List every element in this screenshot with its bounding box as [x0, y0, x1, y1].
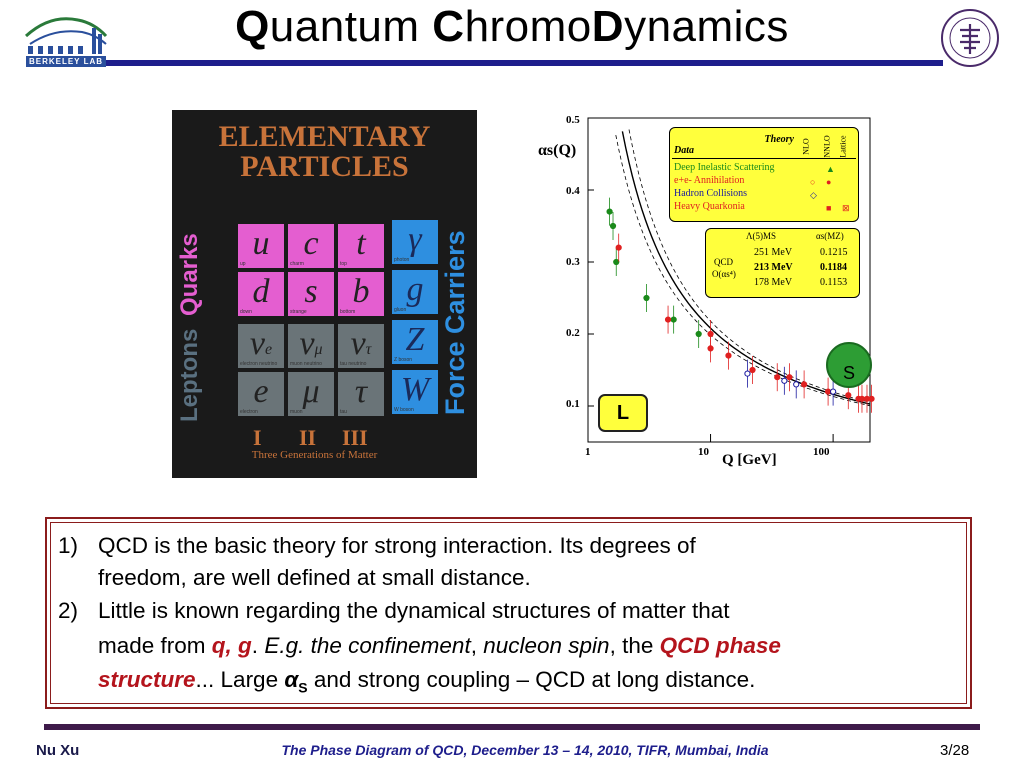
tsinghua-seal-icon: [941, 9, 999, 67]
leptons-label: Leptons: [176, 328, 203, 422]
particle-cell: t top: [338, 224, 384, 268]
berkeley-lab-logo: [24, 17, 108, 54]
particle-cell: τ tau: [338, 372, 384, 416]
data-point: [824, 388, 832, 395]
legend-row: Deep Inelastic Scattering: [674, 162, 775, 173]
legend-marker-icon: ⊠: [842, 203, 850, 213]
legend-row: Heavy Quarkonia: [674, 201, 745, 212]
text-box-outer: [45, 517, 972, 709]
data-point: [725, 352, 732, 359]
list-item-text: freedom, are well defined at small dista…: [98, 565, 531, 590]
x-axis-label: Q [GeV]: [722, 452, 777, 468]
data-point: [845, 392, 852, 399]
long-distance-badge: L: [598, 394, 648, 432]
data-point: [643, 294, 650, 302]
data-point: [858, 395, 866, 402]
qcd-alpha-column: 0.1215 0.1184 0.1153: [820, 247, 848, 288]
qcd-lambda-column: 251 MeV 213 MeV 178 MeV: [754, 247, 793, 288]
data-point: [744, 370, 751, 377]
particle-cell: γ photon: [392, 220, 438, 264]
legend-marker-icon: ●: [826, 177, 832, 187]
data-point: [664, 316, 672, 323]
particle-cell: e electron: [238, 372, 284, 416]
legend-rows: Deep Inelastic Scattering e+e- Annihilat…: [674, 161, 775, 213]
data-point: [749, 366, 756, 374]
legend-row: Hadron Collisions: [674, 188, 748, 199]
data-point: [695, 330, 702, 338]
force-carriers-label: Force Carriers: [440, 230, 470, 416]
data-point: [830, 388, 837, 395]
generation-label: I: [253, 425, 262, 450]
data-point: [606, 208, 613, 215]
data-point: [781, 377, 788, 384]
x-tick-label: 10: [698, 446, 709, 458]
short-distance-badge: S: [826, 342, 872, 388]
chart-legend: Theory Data NLO NNLO Lattice Deep Inelas…: [669, 127, 859, 222]
y-tick-label: 0.5: [566, 114, 580, 126]
list-item-text: Little is known regarding the dynamical …: [98, 598, 730, 623]
legend-row: e+e- Annihilation: [674, 175, 745, 186]
y-tick-label: 0.4: [566, 185, 580, 197]
x-tick-label: 1: [585, 446, 591, 458]
legend-marker-icon: ○: [810, 177, 816, 187]
x-tick-label: 100: [813, 446, 830, 458]
text-box-inner: [50, 522, 967, 704]
theory-curve: [615, 135, 871, 407]
footer-divider: [44, 724, 980, 730]
header-divider: [95, 60, 943, 66]
particle-cell: ντ tau neutrino: [338, 324, 384, 368]
data-point: [707, 345, 714, 352]
generation-label: III: [342, 425, 368, 450]
footer-event: The Phase Diagram of QCD, December 13 – …: [281, 742, 769, 758]
legend-columns: NLO NNLO Lattice: [801, 135, 848, 158]
data-point: [793, 381, 800, 388]
y-axis-label: αs(Q): [538, 142, 577, 159]
list-item-text: made from q, g. E.g. the confinement, nu…: [98, 633, 781, 658]
y-tick-label: 0.1: [566, 398, 580, 410]
particle-cell: νμ muon neutrino: [288, 324, 334, 368]
list-item-text: QCD is the basic theory for strong inter…: [98, 533, 696, 558]
list-item-text: structure... Large αS and strong couplin…: [98, 667, 756, 696]
data-point: [613, 258, 620, 266]
legend-marker-icon: ▲: [826, 164, 835, 174]
qcd-values-box: Λ(5)MS αs(MZ) QCD O(αs⁴) 251 MeV 213 MeV…: [705, 228, 860, 298]
generations-caption: Three Generations of Matter: [251, 449, 378, 461]
particle-cell: μ muon: [288, 372, 334, 416]
data-point: [615, 244, 622, 251]
data-point: [801, 381, 808, 388]
page-number: 3/28: [940, 742, 970, 759]
list-number: 2): [58, 598, 79, 623]
particle-cell: g gluon: [392, 270, 438, 314]
data-point: [868, 395, 875, 402]
legend-header: Theory Data: [674, 134, 794, 156]
generation-label: II: [299, 425, 317, 450]
particles-title: ELEMENTARY PARTICLES: [218, 120, 431, 183]
legend-marker-icon: ◇: [810, 190, 817, 200]
data-point: [774, 374, 781, 381]
berkeley-lab-wordmark: BERKELEY LAB: [26, 56, 106, 67]
particle-cell: s strange: [288, 272, 334, 316]
data-point: [670, 316, 677, 323]
particle-cell: νe electron neutrino: [238, 324, 284, 368]
particle-cell: b bottom: [338, 272, 384, 316]
data-point: [786, 374, 793, 381]
particle-cell: c charm: [288, 224, 334, 268]
particle-cell: u up: [238, 224, 284, 268]
footer-author: Nu Xu: [36, 742, 80, 759]
data-point: [609, 222, 617, 230]
quarks-label: Quarks: [176, 233, 203, 317]
particle-cell: d down: [238, 272, 284, 316]
y-tick-label: 0.3: [566, 256, 580, 268]
page-title: Quantum ChromoDynamics: [235, 2, 789, 51]
y-tick-label: 0.2: [566, 327, 580, 339]
list-number: 1): [58, 533, 79, 558]
legend-marker-icon: ■: [826, 203, 832, 213]
